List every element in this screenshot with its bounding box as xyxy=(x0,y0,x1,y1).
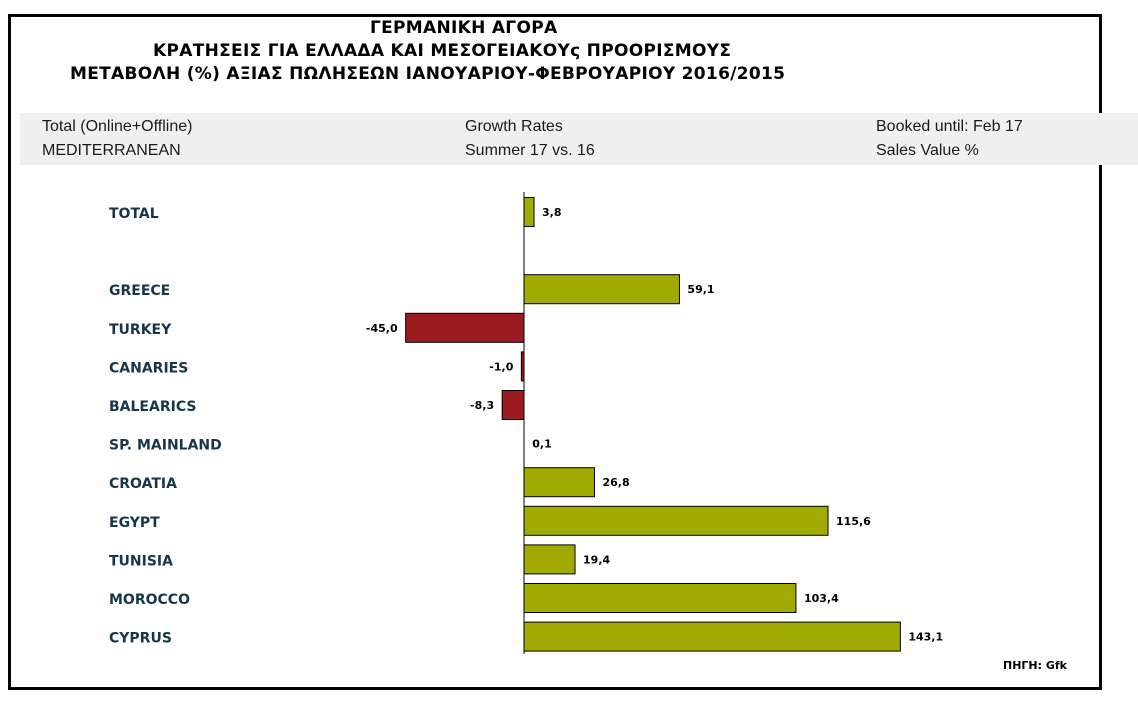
data-label: 0,1 xyxy=(532,438,552,451)
bar xyxy=(523,621,901,652)
bars-layer: TOTAL 3,8 GREECE 59,1 TURKEY -45,0 CANARIES -1,… xyxy=(109,197,943,652)
data-label: -1,0 xyxy=(489,360,513,373)
bar xyxy=(523,544,576,575)
data-label: 59,1 xyxy=(687,283,714,296)
bar xyxy=(523,467,595,498)
source-note: ΠΗΓΗ: Gfk xyxy=(1003,659,1067,672)
data-label: -45,0 xyxy=(366,322,398,335)
chart-title-line-1: ΓΕΡΜΑΝΙΚΗ ΑΓΟΡΑ xyxy=(370,18,558,38)
category-label: BALEARICS xyxy=(109,399,196,415)
bar xyxy=(523,274,680,305)
chart-frame xyxy=(8,14,1102,690)
category-label: TOTAL xyxy=(109,206,159,222)
category-label: GREECE xyxy=(109,283,170,299)
category-label: SP. MAINLAND xyxy=(109,438,222,454)
bar xyxy=(405,312,525,343)
category-label: TUNISIA xyxy=(109,553,173,569)
category-label: EGYPT xyxy=(109,515,160,531)
info-right-line-1: Booked until: Feb 17 xyxy=(876,118,1023,135)
data-label: 19,4 xyxy=(583,553,610,566)
bar xyxy=(523,583,797,613)
chart-title-line-2: ΚΡΑΤΗΣΕΙΣ ΓΙΑ ΕΛΛΑΔΑ ΚΑΙ ΜΕΣΟΓΕΙΑΚΟΥς ΠΡ… xyxy=(153,41,732,61)
info-band xyxy=(20,113,1138,165)
bar xyxy=(523,505,829,536)
data-label: 115,6 xyxy=(836,515,871,528)
category-label: MOROCCO xyxy=(109,592,190,608)
data-label: -8,3 xyxy=(470,399,494,412)
data-label: 103,4 xyxy=(804,592,839,605)
data-label: 26,8 xyxy=(602,476,629,489)
category-label: CROATIA xyxy=(109,476,177,492)
info-middle-line-2: Summer 17 vs. 16 xyxy=(465,142,595,159)
info-left-line-1: Total (Online+Offline) xyxy=(42,118,193,135)
bar xyxy=(501,390,525,420)
data-label: 143,1 xyxy=(908,631,943,644)
info-right-line-2: Sales Value % xyxy=(876,142,979,159)
category-label: CYPRUS xyxy=(109,631,172,647)
info-left-line-2: MEDITERRANEAN xyxy=(42,142,181,159)
category-label: TURKEY xyxy=(109,322,172,338)
data-label: 3,8 xyxy=(542,206,562,219)
bar xyxy=(523,197,535,227)
info-middle-line-1: Growth Rates xyxy=(465,118,563,135)
category-label: CANARIES xyxy=(109,360,188,376)
chart-title-line-3: ΜΕΤΑΒΟΛΗ (%) ΑΞΙΑΣ ΠΩΛΗΣΕΩΝ ΙΑΝΟΥΑΡΙΟΥ-Φ… xyxy=(70,64,786,84)
